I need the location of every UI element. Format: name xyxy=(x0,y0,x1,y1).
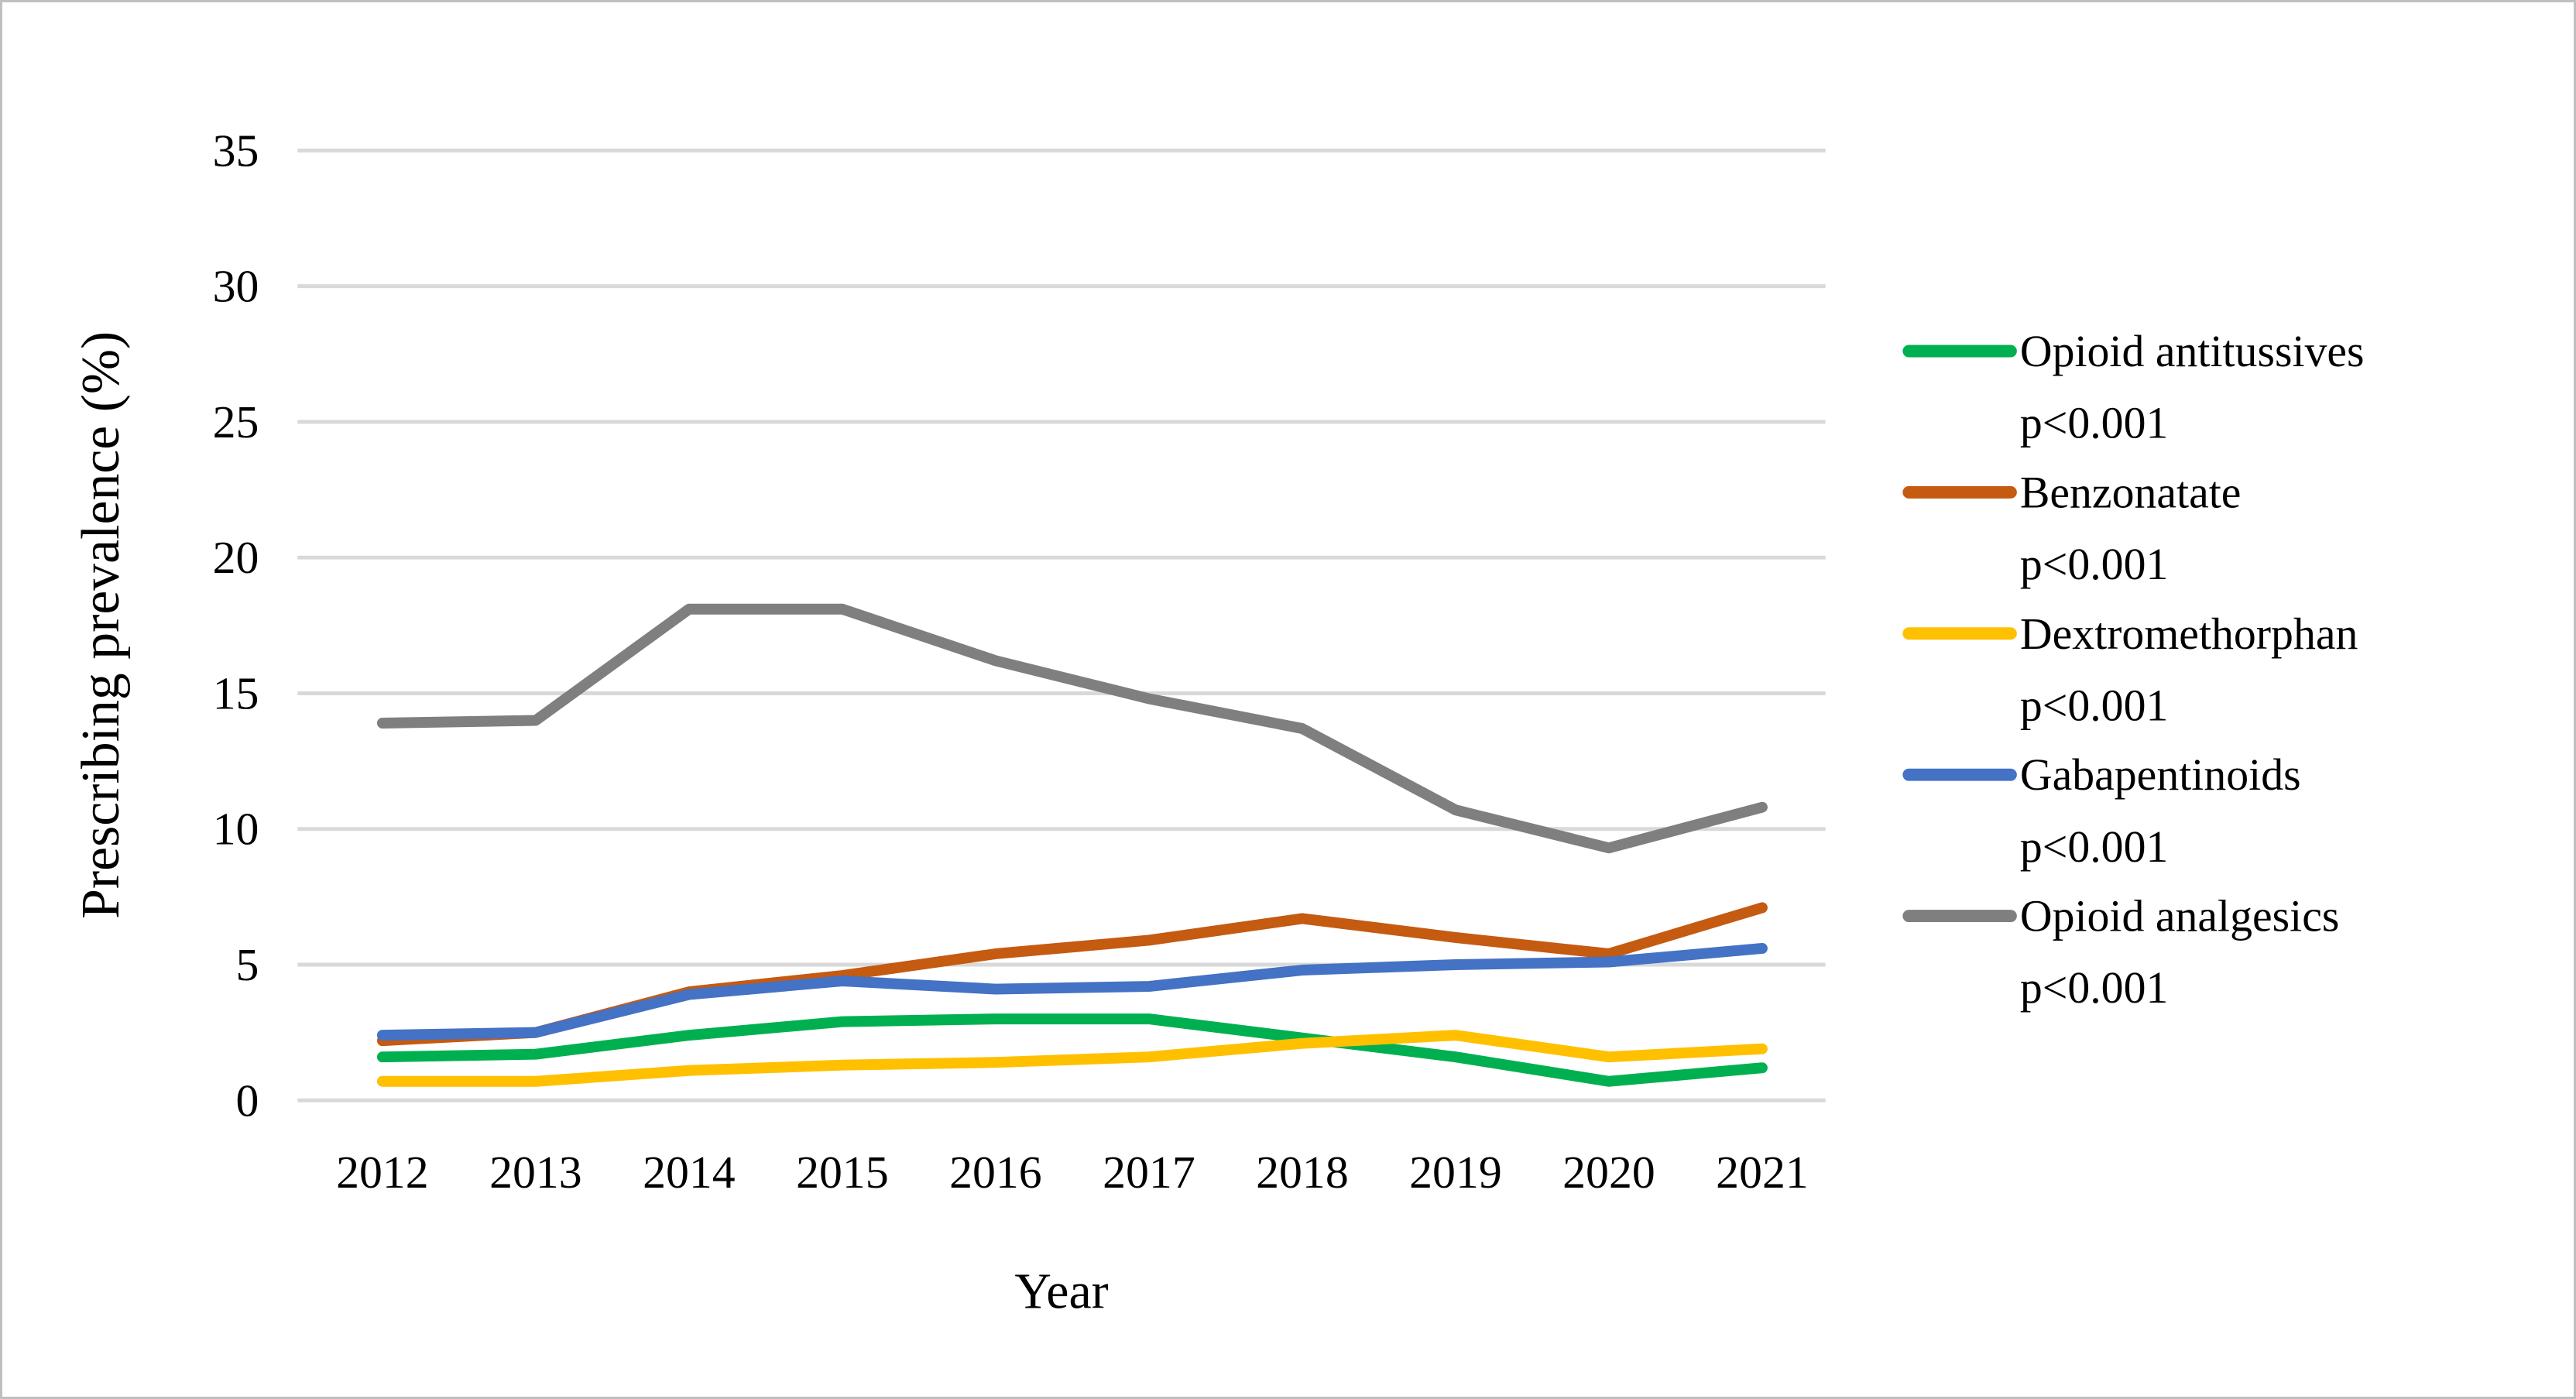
legend-label: Gabapentinoids xyxy=(2020,749,2301,800)
y-tick-label: 0 xyxy=(236,1075,259,1126)
legend-item-gabapentinoids: Gabapentinoids p<0.001 xyxy=(1902,749,2301,872)
series-line-opioid-analgesics xyxy=(376,603,1768,854)
y-tick-label: 25 xyxy=(213,396,259,447)
y-tick-label: 10 xyxy=(213,804,259,855)
series-line-dextromethorphan xyxy=(376,1030,1768,1087)
x-tick-label: 2021 xyxy=(1716,1147,1809,1198)
legend-item-benzonatate: Benzonatate p<0.001 xyxy=(1902,467,2242,589)
y-axis-title: Prescribing prevalence (%) xyxy=(71,331,131,919)
y-tick-label: 20 xyxy=(213,532,259,583)
legend-label: Opioid antitussives xyxy=(2020,326,2365,376)
legend-item-opioid-analgesics: Opioid analgesics p<0.001 xyxy=(1902,891,2340,1013)
legend-p-value-label: p<0.001 xyxy=(2020,539,2169,589)
legend: Opioid antitussives p<0.001 Benzonatate p<0… xyxy=(1902,326,2365,1013)
legend-item-dextromethorphan: Dextromethorphan p<0.001 xyxy=(1902,609,2358,730)
legend-p-value-label: p<0.001 xyxy=(2020,821,2169,872)
legend-label: Benzonatate xyxy=(2020,467,2242,517)
y-tick-label: 15 xyxy=(213,667,259,718)
legend-p-value-label: p<0.001 xyxy=(2020,962,2169,1013)
y-tick-label: 30 xyxy=(213,261,259,312)
x-tick-label: 2020 xyxy=(1562,1147,1655,1198)
legend-p-value-label: p<0.001 xyxy=(2020,680,2169,730)
legend-item-opioid-antitussives: Opioid antitussives p<0.001 xyxy=(1902,326,2365,448)
x-tick-label: 2014 xyxy=(643,1147,736,1198)
x-tick-label: 2018 xyxy=(1256,1147,1349,1198)
x-tick-label: 2017 xyxy=(1103,1147,1195,1198)
x-tick-label: 2016 xyxy=(949,1147,1042,1198)
x-tick-label: 2013 xyxy=(489,1147,582,1198)
series-line-gabapentinoids xyxy=(376,942,1768,1041)
x-axis-title: Year xyxy=(1014,1263,1108,1319)
y-axis-tick-labels: 0 5 10 15 20 25 30 35 xyxy=(213,125,259,1126)
x-tick-label: 2012 xyxy=(336,1147,429,1198)
y-tick-label: 35 xyxy=(213,125,259,176)
x-axis-tick-labels: 2012 2013 2014 2015 2016 2017 2018 2019 2020 2021 xyxy=(336,1147,1809,1198)
series-line-opioid-antitussives xyxy=(376,1013,1768,1087)
gridlines xyxy=(297,148,1826,1102)
series-lines xyxy=(376,603,1768,1087)
y-tick-label: 5 xyxy=(236,939,259,990)
legend-p-value-label: p<0.001 xyxy=(2020,398,2169,448)
x-tick-label: 2019 xyxy=(1409,1147,1502,1198)
legend-label: Dextromethorphan xyxy=(2020,609,2358,659)
legend-label: Opioid analgesics xyxy=(2020,891,2340,941)
x-tick-label: 2015 xyxy=(796,1147,889,1198)
